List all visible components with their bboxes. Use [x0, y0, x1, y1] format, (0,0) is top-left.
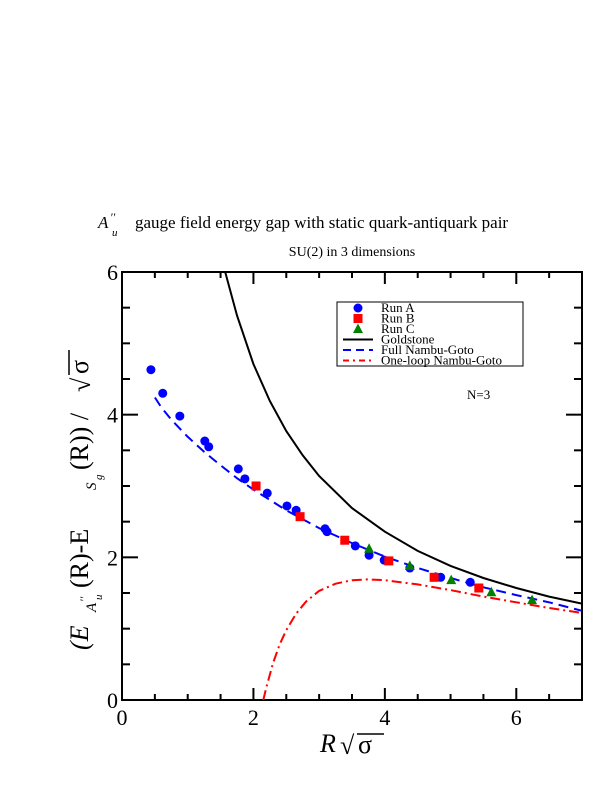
y-label-sub1-sup: ′′ — [77, 596, 91, 602]
legend-item-run-b: Run B — [353, 311, 415, 326]
data-point-run-c — [404, 560, 415, 570]
legend-item-one-loop-nambu-goto: One-loop Nambu-Goto — [343, 353, 502, 368]
data-point-run-c — [446, 574, 457, 585]
data-point-run-a — [146, 365, 156, 375]
legend-label: Full Nambu-Goto — [381, 342, 474, 357]
data-point-run-a — [350, 541, 360, 551]
legend-item-goldstone: Goldstone — [343, 332, 435, 347]
y-label-sub2-sub: g — [93, 474, 105, 480]
legend-item-full-nambu-goto: Full Nambu-Goto — [343, 342, 474, 357]
y-label-sub2: S — [84, 482, 100, 490]
data-point-run-c — [527, 594, 538, 605]
y-label-open: (E — [65, 625, 94, 650]
x-tick-label: 0 — [117, 705, 128, 730]
title-symbol-sup: ′′ — [110, 210, 116, 224]
data-point-run-b — [384, 556, 394, 566]
legend-marker-run-c — [353, 323, 363, 333]
annotation-n: N=3 — [467, 387, 490, 402]
y-axis-label: (E A ′′ u (R)-E S g (R)) / √ σ — [65, 350, 105, 650]
data-point-run-a — [465, 577, 475, 587]
data-point-run-b — [340, 535, 350, 545]
chart-subtitle: SU(2) in 3 dimensions — [289, 245, 415, 260]
x-tick-label: 6 — [511, 705, 522, 730]
y-label-sigma: σ — [65, 360, 94, 374]
y-tick-labels: 0 2 4 6 — [107, 260, 118, 713]
y-tick-label: 0 — [107, 688, 118, 713]
series-line-one-loop-nambu-goto — [262, 578, 582, 700]
x-tick-labels: 0 2 4 6 — [117, 705, 522, 730]
data-point-run-a — [204, 442, 214, 452]
y-label-sub1: A — [84, 602, 100, 613]
legend-item-run-c: Run C — [353, 321, 415, 336]
data-point-run-a — [262, 488, 272, 498]
y-label-mid: (R)-E — [65, 529, 94, 588]
chart-title: A ′′ u gauge field energy gap with stati… — [97, 210, 508, 239]
data-point-run-a — [233, 464, 243, 474]
series-line-goldstone — [224, 272, 582, 605]
y-tick-label: 6 — [107, 260, 118, 285]
y-tick-label: 2 — [107, 545, 118, 570]
x-label-r: R — [319, 729, 336, 758]
title-text: gauge field energy gap with static quark… — [135, 213, 508, 232]
legend-label: Run B — [381, 311, 415, 326]
data-point-run-b — [295, 512, 305, 522]
legend-label: Run A — [381, 300, 415, 315]
title-symbol-sub: u — [112, 227, 118, 239]
data-point-run-a — [158, 388, 168, 398]
data-point-run-a — [282, 501, 292, 511]
series-markers — [146, 365, 538, 605]
legend-box — [336, 301, 524, 367]
data-point-run-a — [240, 474, 250, 484]
axis-ticks — [121, 271, 583, 701]
x-tick-label: 4 — [379, 705, 390, 730]
data-point-run-a — [175, 411, 185, 421]
legend-marker-run-b — [353, 314, 363, 323]
y-label-sqrt: √ — [67, 377, 96, 392]
x-tick-label: 2 — [248, 705, 259, 730]
legend-marker-run-a — [353, 303, 363, 313]
data-point-run-b — [474, 583, 484, 593]
data-point-run-b — [429, 572, 439, 582]
y-label-close: (R)) / — [65, 412, 94, 470]
svg-text:(E: (E — [65, 625, 94, 650]
data-point-run-c — [364, 543, 375, 553]
x-label-sigma: σ — [358, 730, 372, 759]
y-label-sub1-sub: u — [93, 594, 105, 600]
legend-label: Goldstone — [381, 332, 435, 347]
legend-label: Run C — [381, 321, 415, 336]
x-axis-label: R √ σ — [319, 729, 384, 760]
legend-item-run-a: Run A — [353, 300, 415, 315]
data-point-run-a — [364, 550, 374, 560]
y-tick-label: 4 — [107, 403, 118, 428]
series-line-full-nambu-goto — [154, 396, 582, 612]
data-point-run-a — [322, 527, 332, 537]
x-label-sqrt: √ — [340, 731, 355, 760]
data-point-run-b — [251, 481, 261, 491]
data-point-run-c — [486, 586, 497, 597]
title-symbol: A — [97, 213, 109, 232]
legend-label: One-loop Nambu-Goto — [381, 353, 502, 368]
